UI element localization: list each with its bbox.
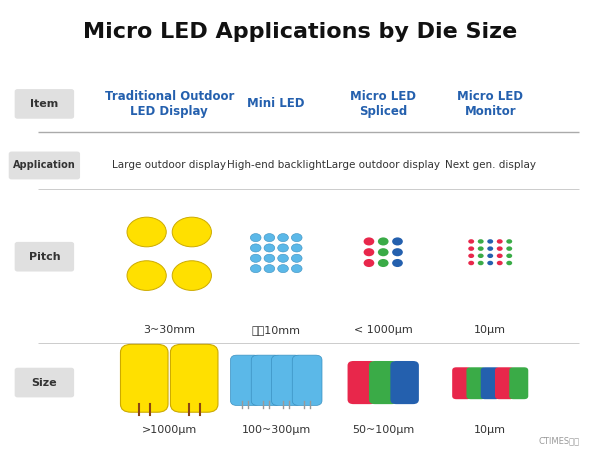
Circle shape [172, 217, 211, 247]
Circle shape [278, 244, 289, 252]
Circle shape [506, 261, 512, 265]
Text: >1000μm: >1000μm [142, 425, 197, 435]
Circle shape [378, 248, 389, 256]
Circle shape [506, 253, 512, 258]
Text: Micro LED
Spliced: Micro LED Spliced [350, 90, 416, 118]
Circle shape [478, 239, 484, 244]
Circle shape [264, 254, 275, 263]
Circle shape [506, 239, 512, 244]
FancyBboxPatch shape [251, 355, 281, 405]
Circle shape [392, 259, 403, 267]
FancyBboxPatch shape [121, 344, 168, 412]
Circle shape [468, 261, 474, 265]
FancyBboxPatch shape [347, 361, 376, 404]
FancyBboxPatch shape [230, 355, 260, 405]
Circle shape [487, 246, 493, 251]
Text: Next gen. display: Next gen. display [445, 161, 536, 171]
Circle shape [487, 239, 493, 244]
Text: Mini LED: Mini LED [247, 97, 305, 111]
Text: 小於10mm: 小於10mm [252, 325, 301, 335]
Circle shape [497, 246, 503, 251]
Text: Traditional Outdoor
LED Display: Traditional Outdoor LED Display [104, 90, 234, 118]
Circle shape [292, 254, 302, 263]
Circle shape [497, 239, 503, 244]
FancyBboxPatch shape [271, 355, 301, 405]
FancyBboxPatch shape [292, 355, 322, 405]
Circle shape [278, 264, 289, 273]
Circle shape [468, 239, 474, 244]
Text: Item: Item [30, 99, 59, 109]
Circle shape [378, 259, 389, 267]
Circle shape [392, 238, 403, 246]
Circle shape [497, 261, 503, 265]
Text: High-end backlight: High-end backlight [227, 161, 326, 171]
Circle shape [127, 217, 166, 247]
Text: 100~300μm: 100~300μm [242, 425, 311, 435]
Circle shape [250, 264, 261, 273]
Circle shape [278, 254, 289, 263]
FancyBboxPatch shape [14, 368, 74, 397]
FancyBboxPatch shape [14, 89, 74, 119]
FancyBboxPatch shape [452, 367, 471, 399]
Circle shape [478, 246, 484, 251]
FancyBboxPatch shape [9, 152, 80, 179]
Circle shape [497, 253, 503, 258]
FancyBboxPatch shape [14, 242, 74, 272]
Text: Micro LED
Monitor: Micro LED Monitor [457, 90, 523, 118]
FancyBboxPatch shape [495, 367, 514, 399]
Circle shape [392, 248, 403, 256]
Circle shape [292, 264, 302, 273]
Circle shape [378, 238, 389, 246]
Text: 3~30mm: 3~30mm [143, 325, 195, 335]
FancyBboxPatch shape [369, 361, 397, 404]
Text: 10μm: 10μm [474, 325, 506, 335]
Circle shape [264, 233, 275, 242]
Circle shape [292, 233, 302, 242]
FancyBboxPatch shape [481, 367, 500, 399]
Circle shape [364, 248, 374, 256]
Circle shape [250, 244, 261, 252]
Circle shape [250, 254, 261, 263]
Text: 50~100μm: 50~100μm [352, 425, 415, 435]
FancyBboxPatch shape [466, 367, 485, 399]
Circle shape [487, 261, 493, 265]
Text: CTIMES製畫: CTIMES製畫 [538, 436, 580, 445]
Circle shape [264, 244, 275, 252]
Text: Application: Application [13, 161, 76, 171]
Circle shape [478, 253, 484, 258]
Text: Large outdoor display: Large outdoor display [326, 161, 440, 171]
Circle shape [468, 253, 474, 258]
Text: Micro LED Applications by Die Size: Micro LED Applications by Die Size [83, 22, 517, 42]
Circle shape [264, 264, 275, 273]
Circle shape [250, 233, 261, 242]
FancyBboxPatch shape [509, 367, 528, 399]
Circle shape [364, 238, 374, 246]
Circle shape [172, 261, 211, 290]
Circle shape [506, 246, 512, 251]
FancyBboxPatch shape [170, 344, 218, 412]
Text: Size: Size [32, 378, 57, 388]
Circle shape [127, 261, 166, 290]
Circle shape [364, 259, 374, 267]
Text: Pitch: Pitch [29, 252, 60, 262]
Circle shape [278, 233, 289, 242]
Text: 10μm: 10μm [474, 425, 506, 435]
Circle shape [478, 261, 484, 265]
Text: Large outdoor display: Large outdoor display [112, 161, 226, 171]
FancyBboxPatch shape [391, 361, 419, 404]
Text: < 1000μm: < 1000μm [354, 325, 413, 335]
Circle shape [487, 253, 493, 258]
Circle shape [468, 246, 474, 251]
Circle shape [292, 244, 302, 252]
